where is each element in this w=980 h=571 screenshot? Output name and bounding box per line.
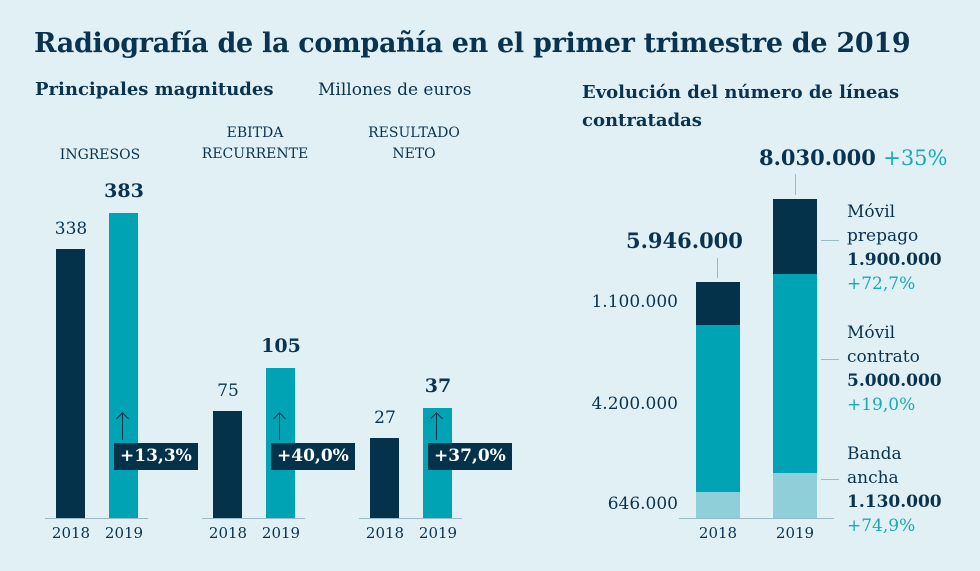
year-label: 2019 [775, 524, 815, 542]
value-label: 27 [374, 407, 396, 428]
prepago-2018-label: 1.100.000 [591, 292, 678, 312]
legend-contrato-line2: contrato [847, 347, 920, 367]
unit-label: Millones de euros [318, 80, 472, 100]
legend-banda: Banda ancha 1.130.000 +74,9% [847, 442, 942, 538]
year-label: 2018 [698, 524, 738, 542]
value-label: 37 [424, 375, 452, 397]
arrow-up-icon [279, 414, 280, 440]
baseline [45, 518, 148, 519]
arrow-up-icon [436, 414, 437, 440]
value-label: 338 [54, 218, 88, 239]
change-badge: +13,3% [114, 443, 198, 470]
stack-2018-móvil-prepago [696, 281, 740, 326]
legend-banda-leader [821, 479, 839, 480]
main-title: Radiografía de la compañía en el primer … [34, 28, 911, 59]
right-subtitle: Evolución del número de líneas contratad… [582, 79, 899, 135]
resultado-title: RESULTADO NETO [334, 123, 494, 165]
baseline [202, 518, 305, 519]
stack-2019-banda-ancha [773, 473, 817, 518]
bar-2018 [370, 437, 399, 518]
resultado-title-line1: RESULTADO [368, 125, 460, 141]
year-label: 2019 [104, 524, 144, 542]
bar-2019 [109, 213, 138, 518]
total-2019: 8.030.000 +35% [759, 145, 948, 170]
year-label: 2018 [208, 524, 248, 542]
value-label: 105 [261, 335, 301, 357]
legend-prepago-leader [821, 240, 839, 241]
legend-contrato-line1: Móvil [847, 323, 896, 343]
bar-2018 [56, 248, 85, 518]
legend-prepago-change: +72,7% [847, 274, 916, 294]
left-subtitle: Principales magnitudes [35, 79, 274, 100]
banda-2018-label: 646.000 [607, 494, 678, 514]
stack-2019-móvil-contrato [773, 274, 817, 474]
legend-contrato-change: +19,0% [847, 395, 916, 415]
legend-banda-change: +74,9% [847, 516, 916, 536]
stack-2018-banda-ancha [696, 492, 740, 518]
total-change: +35% [883, 146, 948, 170]
legend-prepago: Móvil prepago 1.900.000 +72,7% [847, 200, 942, 296]
legend-banda-value: 1.130.000 [847, 492, 942, 512]
year-label: 2019 [261, 524, 301, 542]
baseline [679, 518, 834, 519]
value-label: 383 [104, 180, 144, 202]
ebitda-title: EBITDA RECURRENTE [175, 123, 335, 165]
baseline [359, 518, 462, 519]
value-label: 75 [217, 380, 239, 401]
legend-prepago-value: 1.900.000 [847, 250, 942, 270]
change-badge: +37,0% [428, 443, 512, 470]
legend-contrato: Móvil contrato 5.000.000 +19,0% [847, 321, 942, 417]
legend-prepago-line2: prepago [847, 226, 919, 246]
legend-contrato-value: 5.000.000 [847, 371, 942, 391]
legend-banda-line2: ancha [847, 468, 899, 488]
year-label: 2018 [51, 524, 91, 542]
legend-prepago-line1: Móvil [847, 202, 896, 222]
change-badge: +40,0% [271, 443, 355, 470]
ebitda-title-line1: EBITDA [226, 125, 284, 141]
ingresos-title: INGRESOS [59, 147, 141, 163]
bar-2018 [213, 410, 242, 518]
total-2019-value: 8.030.000 [759, 145, 876, 170]
right-subtitle-line1: Evolución del número de líneas [582, 82, 900, 103]
stack-2019-móvil-prepago [773, 199, 817, 275]
total-2018-leader [717, 258, 718, 278]
year-label: 2019 [418, 524, 458, 542]
legend-contrato-leader [821, 359, 839, 360]
ebitda-title-line2: RECURRENTE [201, 146, 309, 162]
resultado-title-line2: NETO [392, 146, 436, 162]
total-2019-leader [795, 174, 796, 195]
right-subtitle-line2: contratadas [582, 110, 702, 131]
contrato-2018-label: 4.200.000 [591, 394, 678, 414]
legend-banda-line1: Banda [847, 444, 902, 464]
year-label: 2018 [365, 524, 405, 542]
total-2018: 5.946.000 [626, 228, 743, 253]
arrow-up-icon [122, 414, 123, 440]
stack-2018-móvil-contrato [696, 325, 740, 493]
